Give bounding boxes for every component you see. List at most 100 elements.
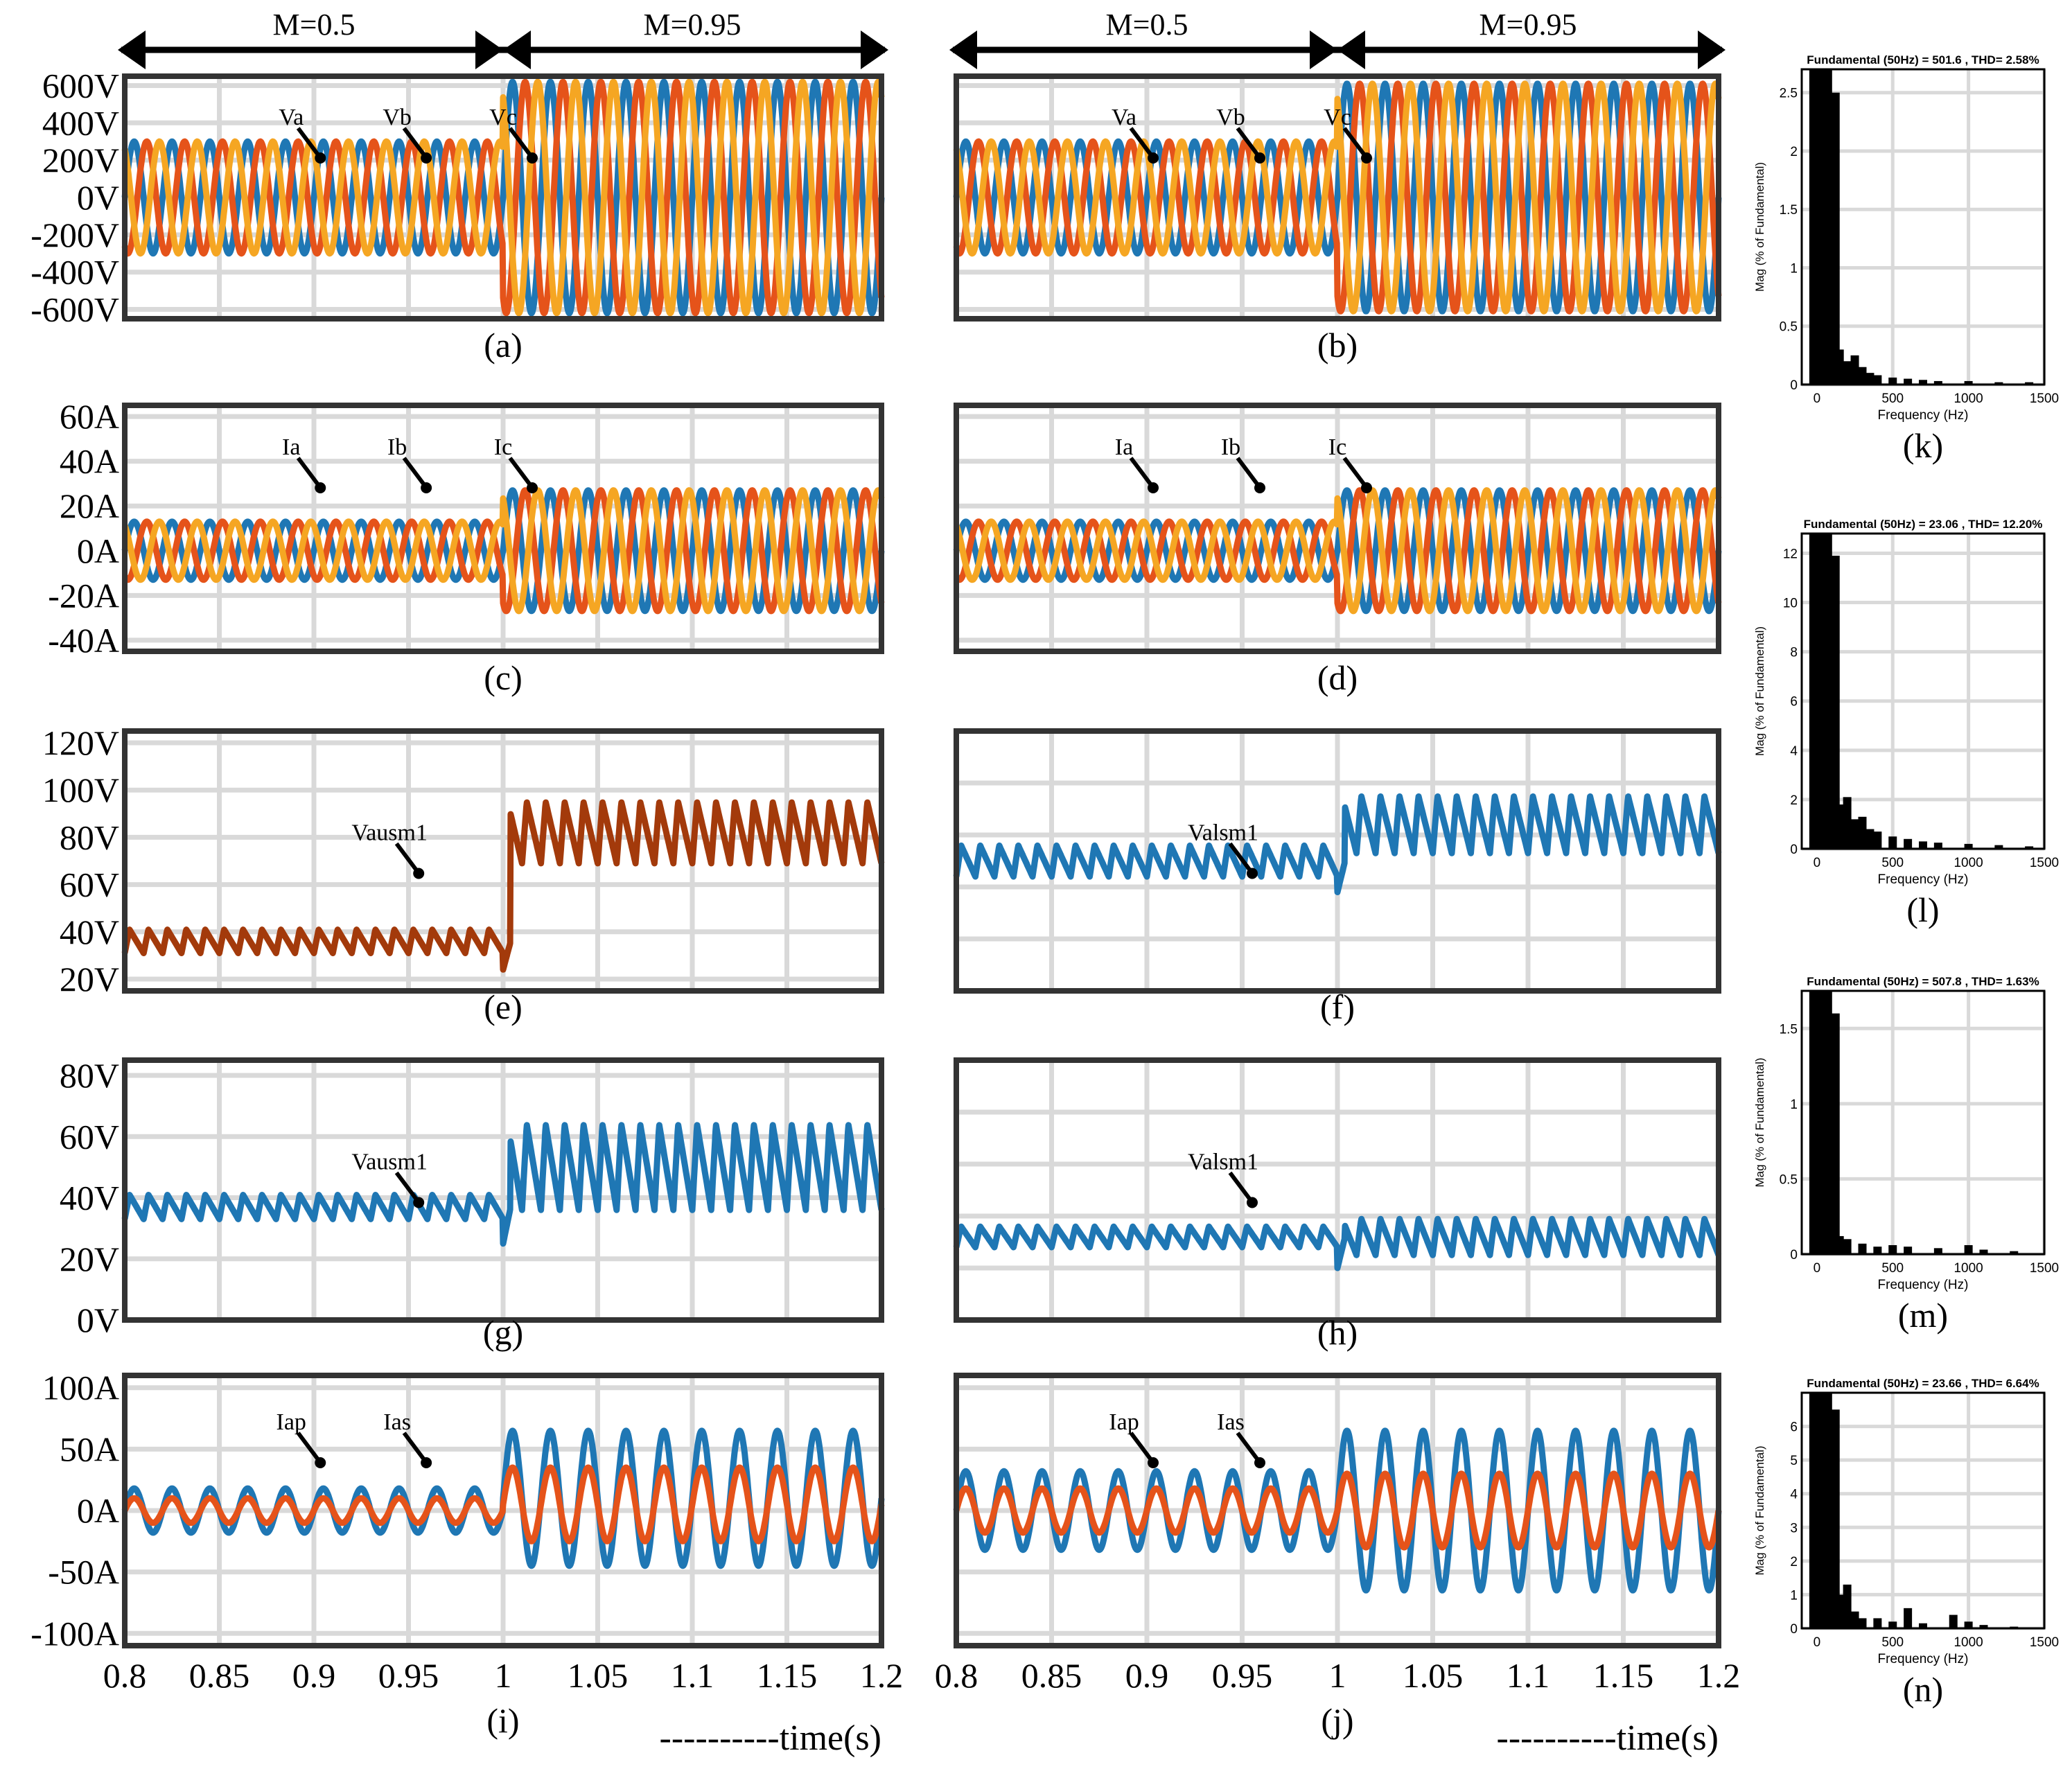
x-tick-label: 0.8 — [103, 1656, 147, 1695]
y-tick-label: -100A — [30, 1614, 119, 1653]
series-annotation: Vausm1 — [351, 1150, 428, 1175]
fft-bar — [1824, 1013, 1840, 1254]
x-tick-label: 1.2 — [860, 1656, 904, 1695]
panel-caption: (h) — [1317, 1313, 1358, 1352]
mode-label-left: M=0.5 — [273, 8, 355, 42]
series-Ia — [953, 487, 1722, 615]
x-tick-label: 500 — [1881, 1635, 1904, 1650]
series-annotation: Valsm1 — [1188, 820, 1258, 846]
x-tick-label: 1500 — [2030, 1635, 2059, 1650]
fft-bar — [2025, 846, 2034, 849]
y-tick-label: 20V — [60, 960, 119, 998]
series-annotation: Ib — [1221, 434, 1240, 460]
series-annotation: Ic — [494, 434, 512, 460]
plot-area — [1802, 1393, 2044, 1628]
fft-bar — [1904, 1608, 1913, 1628]
plot-frame — [122, 73, 884, 322]
annotation-arrow — [296, 127, 321, 157]
y-tick-label: -20A — [48, 576, 119, 615]
series-Ic — [953, 487, 1722, 615]
y-tick-label: -50A — [48, 1553, 119, 1592]
fft-title: Fundamental (50Hz) = 23.06 , THD= 12.20% — [1804, 518, 2043, 531]
series-annotation: Vb — [1216, 105, 1245, 130]
annotation-arrow-head — [1361, 152, 1372, 164]
fft-bar — [2025, 382, 2034, 385]
annotation-arrow — [1129, 457, 1154, 487]
fft-bar — [1888, 836, 1897, 849]
fft-bar — [1858, 816, 1867, 849]
panel-d: Ia Ib Ic (d) — [953, 403, 1722, 697]
series-Ib — [121, 487, 885, 615]
x-tick-label: 1000 — [1954, 1261, 1983, 1276]
plot-frame — [122, 1057, 884, 1323]
series-annotation: Va — [279, 105, 304, 130]
y-tick-label: 60A — [60, 397, 119, 436]
fft-title: Fundamental (50Hz) = 23.66 , THD= 6.64% — [1807, 1377, 2039, 1390]
y-tick-label: 10 — [1783, 597, 1798, 611]
fft-k: 0 500 1000 1500 0 0.5 1 1.5 2 2.5 Fundamental (50H… — [1753, 53, 2059, 465]
plot-frame — [1800, 68, 2046, 386]
mode-arrow-head-right — [1698, 30, 1726, 69]
plot-area — [1802, 991, 2044, 1254]
y-tick-label: 1 — [1790, 1098, 1798, 1112]
time-axis-label: ----------time(s) — [660, 1718, 881, 1758]
fft-bar — [1835, 1235, 1844, 1254]
x-tick-label: 1 — [495, 1656, 512, 1695]
y-tick-label: 0 — [1790, 1248, 1798, 1262]
series-Valsm1 — [953, 793, 1722, 895]
y-tick-label: 0 — [1790, 1622, 1798, 1637]
y-tick-label: 0.5 — [1780, 1172, 1798, 1187]
plot-frame — [122, 1373, 884, 1648]
plot-area — [1802, 69, 2044, 385]
mode-label-right: M=0.95 — [644, 8, 741, 42]
series-annotation: Ia — [1115, 434, 1133, 460]
fft-bar — [1873, 1618, 1882, 1628]
annotation-arrow-head — [527, 482, 538, 493]
series-group — [121, 799, 885, 973]
annotation-arrow — [1342, 457, 1367, 487]
annotation-arrow-head — [1148, 482, 1159, 493]
mode-label-right: M=0.95 — [1480, 8, 1577, 42]
plot-frame — [954, 73, 1721, 322]
annotation-arrow-head — [413, 868, 425, 879]
series-group — [953, 1215, 1722, 1271]
series-Vausm1 — [121, 1122, 885, 1247]
y-tick-label: 40V — [60, 1179, 119, 1217]
series-group — [953, 80, 1722, 315]
y-tick-label: 120V — [42, 723, 119, 762]
fft-bar — [1933, 380, 1942, 385]
series-Valsm1 — [953, 1215, 1722, 1271]
annotation-arrow — [1236, 457, 1261, 487]
fft-bar — [1964, 1621, 1973, 1628]
fft-bar — [1904, 378, 1913, 385]
fft-bar — [1873, 1247, 1882, 1254]
annotation-arrow — [1129, 1432, 1154, 1462]
x-tick-label: 0.85 — [1021, 1656, 1082, 1695]
y-tick-label: 100A — [42, 1368, 119, 1407]
fft-bar — [1964, 1244, 1973, 1254]
series-annotation: Vausm1 — [351, 820, 428, 846]
fft-bar — [1850, 1611, 1859, 1628]
fft-bar — [1979, 1249, 1988, 1254]
fft-ylabel: Mag (% of Fundamental) — [1753, 162, 1766, 292]
fft-bar — [1850, 355, 1859, 385]
x-tick-label: 1.15 — [1593, 1656, 1654, 1695]
y-tick-label: 100V — [42, 771, 119, 809]
panel-b: Va Vb Vc (b) — [953, 73, 1722, 364]
x-tick-label: 1.05 — [568, 1656, 629, 1695]
x-tick-label: 1000 — [1954, 856, 1983, 870]
fft-bar — [1843, 1239, 1852, 1254]
x-tick-label: 0 — [1814, 1261, 1821, 1276]
y-tick-label: 40A — [60, 442, 119, 481]
fft-ylabel: Mag (% of Fundamental) — [1753, 1445, 1766, 1575]
series-annotation: Ias — [1217, 1409, 1245, 1435]
y-tick-label: 4 — [1790, 1488, 1798, 1502]
series-annotation: Iap — [1109, 1409, 1139, 1435]
fft-bar — [1919, 1623, 1927, 1628]
panel-e: 120V 100V 80V 60V 40V 20V Vausm1 (e) — [42, 723, 885, 1026]
y-tick-label: 5 — [1790, 1454, 1798, 1468]
fft-bar — [1824, 92, 1840, 385]
annotation-arrow — [402, 127, 427, 157]
plot-frame — [1800, 532, 2046, 850]
y-tick-label: 1 — [1790, 1588, 1798, 1603]
